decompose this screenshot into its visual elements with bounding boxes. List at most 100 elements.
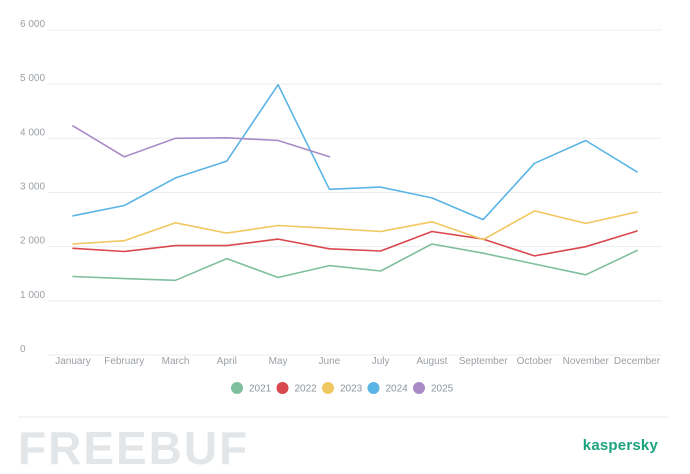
legend-label: 2024 — [386, 384, 409, 395]
data-point-2023 — [481, 238, 485, 242]
data-point-2023 — [71, 242, 75, 246]
data-point-2021 — [327, 264, 331, 268]
x-tick-label: January — [55, 356, 91, 367]
data-point-2021 — [481, 251, 485, 255]
y-tick-label: 3 000 — [20, 182, 45, 193]
data-point-2023 — [635, 210, 639, 214]
data-point-2022 — [122, 250, 126, 254]
x-tick-label: September — [459, 356, 509, 367]
y-tick-label: 4 000 — [20, 127, 45, 138]
grid-lines — [48, 29, 662, 356]
x-tick-label: October — [517, 356, 553, 367]
legend-marker — [413, 382, 425, 394]
data-point-2021 — [635, 248, 639, 252]
data-point-2025 — [225, 136, 229, 140]
data-point-2023 — [430, 220, 434, 224]
legend-label: 2022 — [295, 384, 318, 395]
y-tick-label: 2 000 — [20, 236, 45, 247]
legend-label: 2025 — [431, 384, 454, 395]
data-point-2024 — [225, 159, 229, 163]
x-tick-label: July — [372, 356, 390, 367]
watermark: FREEBUF — [18, 422, 249, 474]
data-point-2025 — [122, 155, 126, 159]
legend-marker — [276, 382, 289, 394]
legend-item-2022[interactable]: 2022 — [276, 382, 318, 395]
data-point-2022 — [276, 237, 280, 241]
data-point-2025 — [174, 136, 178, 140]
data-point-2021 — [71, 274, 75, 278]
legend-item-2021[interactable]: 2021 — [231, 382, 272, 395]
legend-marker — [367, 382, 380, 394]
series-line-2021 — [72, 243, 638, 282]
x-tick-label: December — [614, 356, 661, 367]
data-point-2022 — [584, 245, 588, 249]
data-point-2021 — [276, 276, 280, 280]
y-tick-label: 1 000 — [20, 290, 45, 301]
data-point-2022 — [225, 244, 229, 248]
x-tick-label: May — [269, 356, 288, 367]
data-point-2021 — [379, 269, 383, 273]
data-point-2022 — [71, 246, 75, 250]
data-point-2022 — [327, 247, 331, 251]
x-tick-label: April — [217, 356, 237, 367]
data-point-2024 — [584, 139, 588, 143]
series-line-2025 — [72, 125, 331, 158]
data-point-2023 — [584, 221, 588, 225]
legend-label: 2023 — [340, 384, 363, 395]
series-line-2022 — [72, 230, 638, 257]
data-point-2023 — [174, 221, 178, 225]
data-point-2024 — [532, 161, 536, 165]
data-point-2025 — [276, 139, 280, 143]
data-point-2024 — [481, 218, 485, 222]
x-tick-label: June — [319, 356, 341, 367]
data-point-2024 — [327, 187, 331, 191]
y-axis-ticks: 0 1 000 2 000 3 000 4 000 5 000 6 000 — [20, 19, 45, 355]
legend-item-2024[interactable]: 2024 — [367, 382, 409, 395]
data-point-2021 — [430, 242, 434, 246]
data-point-2021 — [532, 262, 536, 266]
legend-marker — [231, 382, 243, 394]
x-tick-label: February — [104, 356, 144, 367]
y-tick-label: 0 — [20, 344, 26, 355]
data-point-2023 — [225, 231, 229, 235]
data-point-2024 — [276, 83, 280, 87]
data-point-2022 — [379, 249, 383, 253]
data-point-2023 — [532, 209, 536, 213]
data-point-2024 — [71, 214, 75, 218]
x-tick-label: November — [563, 356, 610, 367]
y-tick-label: 5 000 — [20, 73, 45, 84]
data-point-2024 — [122, 204, 126, 208]
data-point-2022 — [430, 230, 434, 234]
legend-marker — [322, 382, 334, 394]
legend-item-2025[interactable]: 2025 — [413, 382, 454, 395]
legend-label: 2021 — [249, 384, 272, 395]
data-point-2023 — [276, 224, 280, 228]
data-point-2024 — [174, 176, 178, 180]
data-point-2025 — [71, 124, 75, 128]
x-tick-label: March — [162, 356, 190, 367]
data-point-2021 — [225, 257, 229, 261]
x-axis-ticks: January February March April May June July Augu… — [55, 356, 661, 367]
data-point-2024 — [379, 185, 383, 189]
data-point-2022 — [174, 244, 178, 248]
series-line-2024 — [72, 83, 638, 221]
data-point-2024 — [635, 170, 639, 174]
data-point-2023 — [327, 226, 331, 230]
watermark-text: FREEBUF — [18, 422, 249, 474]
series-line-2023 — [72, 210, 638, 245]
data-point-2021 — [584, 273, 588, 277]
x-tick-label: August — [416, 356, 447, 367]
data-point-2023 — [122, 239, 126, 243]
kaspersky-logo: kaspersky — [583, 437, 659, 454]
data-point-2021 — [174, 278, 178, 282]
data-point-2021 — [122, 277, 126, 281]
data-point-2023 — [379, 230, 383, 234]
data-point-2022 — [532, 254, 536, 258]
legend: 2021 2022 2023 2024 2025 — [231, 382, 454, 395]
y-tick-label: 6 000 — [20, 19, 45, 30]
series-lines — [71, 83, 639, 282]
data-point-2022 — [635, 229, 639, 233]
data-point-2024 — [430, 196, 434, 200]
legend-item-2023[interactable]: 2023 — [322, 382, 363, 395]
